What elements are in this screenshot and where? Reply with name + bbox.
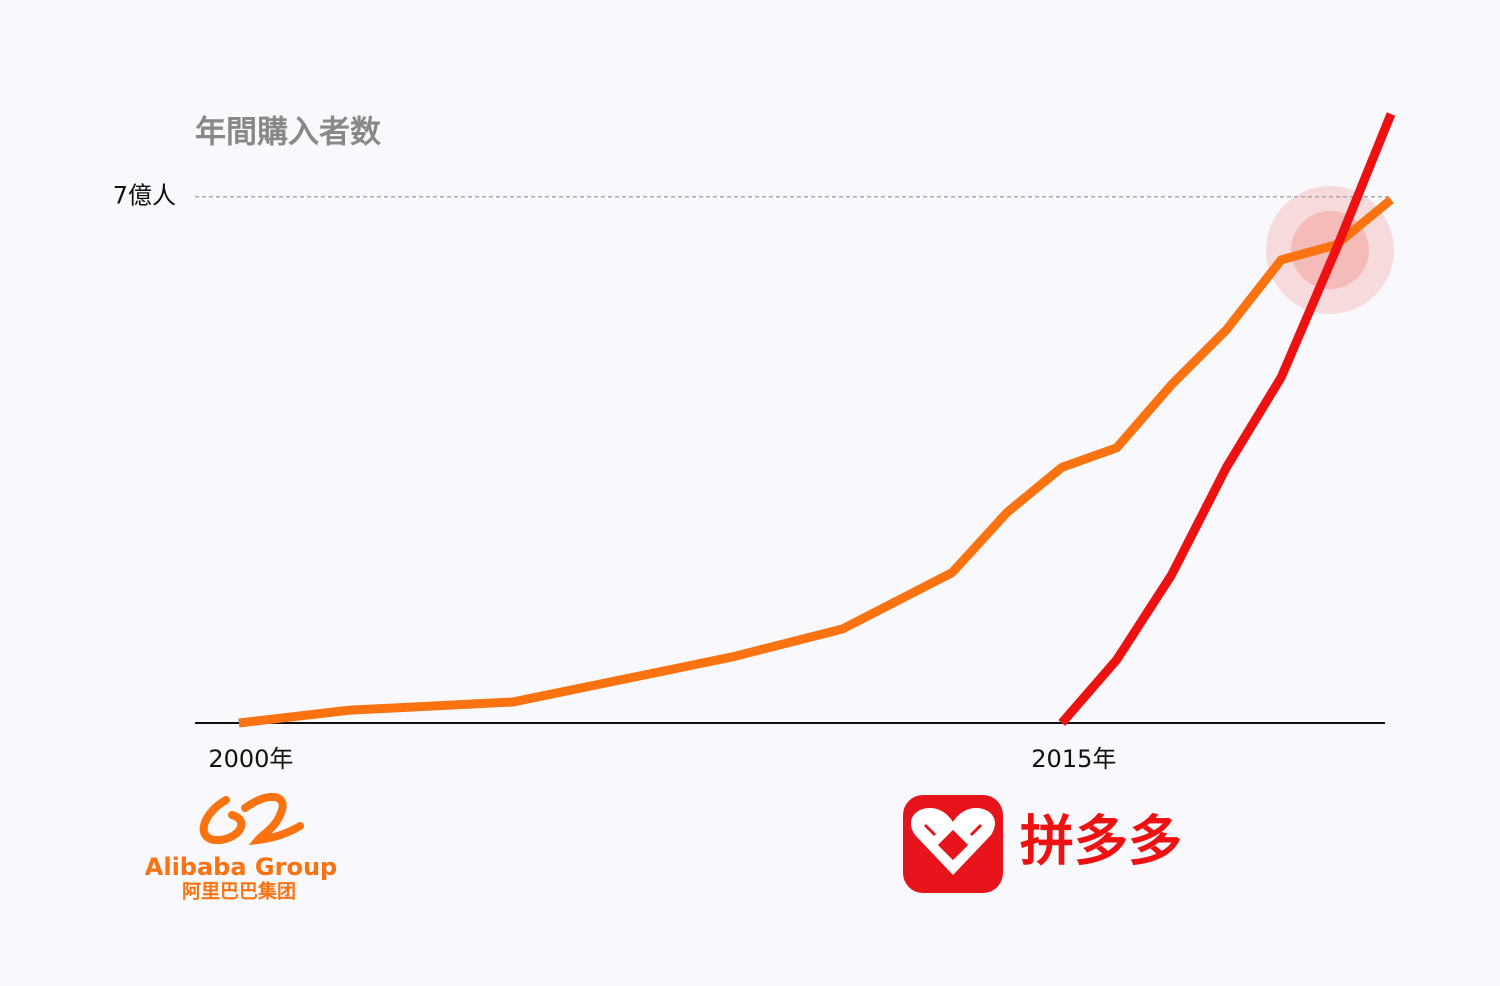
line-series	[238, 196, 1394, 728]
legend-label: 阿里巴巴集团	[182, 880, 296, 903]
y-tick-label: 7億人	[113, 182, 176, 210]
alibaba-logo	[199, 792, 304, 846]
chart-title: 年間購入者数	[195, 115, 381, 151]
pinduoduo-logo	[903, 795, 1003, 893]
line-series	[1058, 112, 1396, 726]
legend-label: 拼多多	[1020, 810, 1182, 873]
legend-label: Alibaba Group	[145, 853, 337, 881]
x-tick-label: 2015年	[1031, 745, 1116, 773]
x-tick-label: 2000年	[208, 745, 293, 773]
